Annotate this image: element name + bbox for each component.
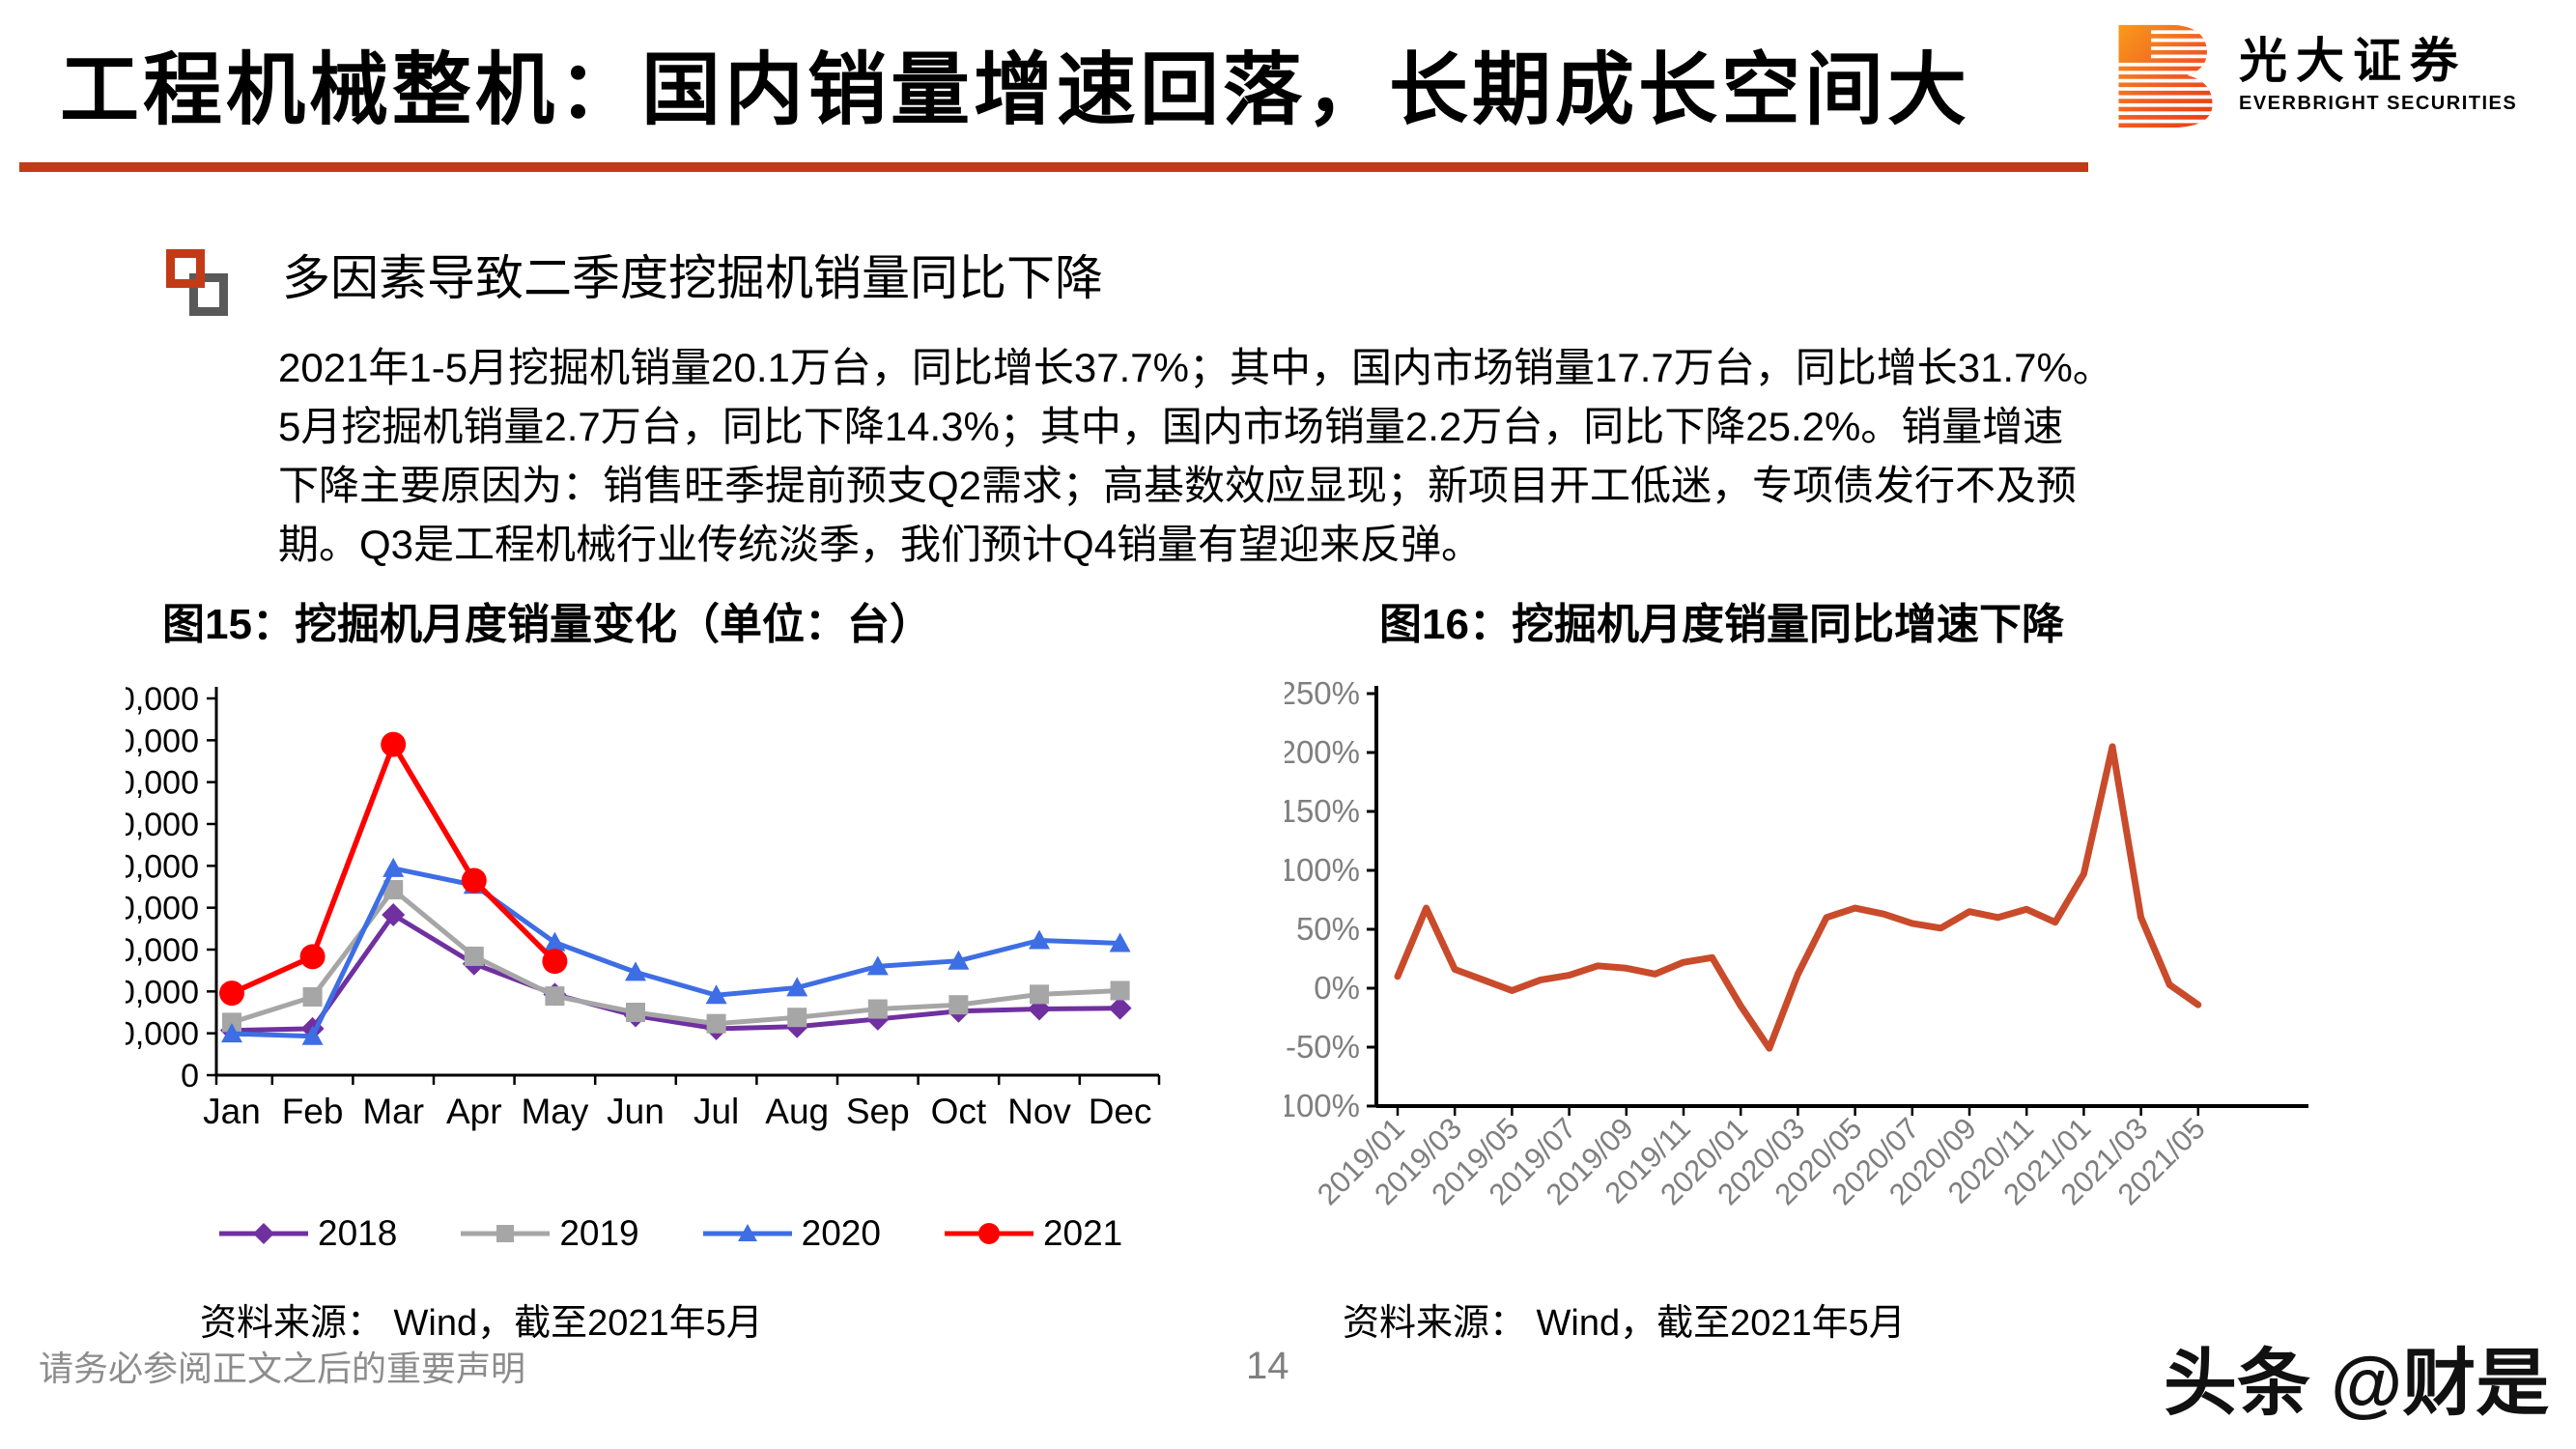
axis-label: Jun (607, 1092, 665, 1131)
brand-logo: 光大证券 EVERBRIGHT SECURITIES (2111, 21, 2517, 129)
legend-swatch-diamond (219, 1223, 308, 1244)
axis-label: Jul (694, 1092, 739, 1131)
axis-label: 250% (1285, 675, 1360, 711)
chart-path (382, 903, 406, 927)
chart-legend: 2018 2019 2020 2021 (217, 1213, 1122, 1254)
legend-label: 2020 (801, 1213, 881, 1253)
legend-label: 2019 (559, 1213, 639, 1253)
brand-name-en: EVERBRIGHT SECURITIES (2239, 92, 2518, 114)
axis-label: Sep (846, 1092, 910, 1131)
chart-path (866, 955, 889, 976)
axis-label: 60,000 (126, 807, 199, 843)
chart-circle (219, 980, 244, 1007)
axis-label: 10,000 (126, 1016, 199, 1053)
chart-path (301, 1025, 324, 1045)
legend-item-2019: 2019 (459, 1213, 639, 1254)
chart-circle (381, 731, 407, 757)
series-line-yoy (1394, 743, 2202, 1052)
chart-rect (1110, 980, 1130, 1001)
legend-label: 2018 (318, 1213, 398, 1253)
chart-rect (706, 1013, 726, 1034)
body-paragraph: 2021年1-5月挖掘机销量20.1万台，同比增长37.7%；其中，国内市场销量… (278, 345, 2113, 567)
brand-text: 光大证券 EVERBRIGHT SECURITIES (2239, 36, 2517, 115)
axis-label: 150% (1285, 793, 1360, 829)
chart-path (1029, 929, 1050, 950)
bullet-square-icon-gray (189, 273, 228, 316)
axis-label: May (521, 1092, 588, 1131)
figure15-source: 资料来源： Wind，截至2021年5月 (200, 1303, 763, 1344)
chart-path (1109, 932, 1131, 952)
axis-label: 80,000 (126, 723, 199, 759)
chart-path (948, 950, 970, 970)
page-number: 14 (1246, 1345, 1289, 1387)
axis-label: 50% (1296, 911, 1360, 947)
axis-label: -50% (1286, 1029, 1360, 1065)
brand-name-cn: 光大证券 (2239, 34, 2467, 89)
axis-label: Oct (931, 1092, 987, 1131)
legend-swatch-square (461, 1225, 551, 1242)
axis-label: 20,000 (126, 974, 199, 1010)
figure16-source: 资料来源： Wind，截至2021年5月 (1343, 1303, 1906, 1344)
axis-label: 50,000 (126, 848, 199, 885)
chart-path (544, 931, 566, 952)
chart-path (382, 857, 405, 877)
axis-label: Jan (203, 1092, 261, 1131)
axis-label: 30,000 (126, 932, 199, 969)
axis-label: Nov (1007, 1092, 1071, 1131)
chart-rect (626, 1003, 645, 1022)
chart-rect (302, 986, 323, 1007)
legend-item-2021: 2021 (943, 1213, 1122, 1254)
axis-label: 200% (1285, 734, 1360, 770)
chart-rect (545, 986, 565, 1007)
series-line-2020 (231, 866, 1120, 1039)
page-title: 工程机械整机：国内销量增速回落，长期成长空间大 (60, 46, 1971, 134)
chart-path (705, 984, 727, 1005)
legend-item-2018: 2018 (217, 1213, 397, 1254)
everbright-b-icon (2118, 24, 2213, 128)
axis-label: 100% (1285, 852, 1360, 888)
chart-yoy-growth: 250%200%150%100%50%0%-50%-100%2019/01201… (1285, 675, 2308, 1211)
axis-label: Aug (765, 1092, 829, 1131)
chart-rect (383, 880, 404, 900)
axis-label: Feb (282, 1092, 344, 1131)
axis-label: 90,000 (126, 681, 199, 718)
chart-circle (299, 944, 326, 970)
bullet-square-icon-orange (166, 249, 205, 288)
axis-label: 70,000 (126, 765, 199, 802)
chart-rect (222, 1012, 241, 1033)
chart-path (1108, 996, 1132, 1020)
axis-label: Dec (1089, 1092, 1152, 1131)
chart-circle (542, 949, 568, 975)
legend-item-2020: 2020 (701, 1213, 881, 1254)
title-underline (19, 162, 2088, 172)
watermark-text: 头条 @财是 (2164, 1343, 2550, 1425)
legend-swatch-triangle (702, 1224, 792, 1241)
axis-label: Mar (362, 1092, 424, 1131)
figure16-title: 图16：挖掘机月度销量同比增速下降 (1379, 601, 2064, 648)
axis-label: 0% (1314, 970, 1360, 1006)
chart-circle (461, 867, 487, 894)
axis-label: -100% (1285, 1088, 1360, 1123)
axis-label: 40,000 (126, 891, 199, 927)
axis-label: Apr (446, 1092, 502, 1131)
series-line-2019 (231, 886, 1120, 1027)
chart-path (221, 1023, 242, 1043)
chart-monthly-sales: 0 10,000 20,000 30,000 40,000 50,000 60,000 70,… (126, 681, 1161, 1131)
axis-label: 0 (181, 1058, 199, 1094)
chart-rect (464, 946, 484, 966)
chart-path (786, 977, 808, 997)
figure15-title: 图15：挖掘机月度销量变化（单位：台） (162, 601, 932, 648)
chart-rect (948, 995, 969, 1015)
section-heading: 多因素导致二季度挖掘机销量同比下降 (282, 251, 1103, 305)
disclaimer-text: 请务必参阅正文之后的重要声明 (39, 1349, 526, 1388)
chart-path (625, 961, 646, 981)
chart-rect (787, 1008, 807, 1028)
legend-label: 2021 (1042, 1213, 1123, 1253)
legend-swatch-circle (944, 1223, 1033, 1244)
chart-rect (1030, 984, 1049, 1005)
series-line-2018 (231, 911, 1120, 1034)
chart-rect (867, 999, 888, 1019)
